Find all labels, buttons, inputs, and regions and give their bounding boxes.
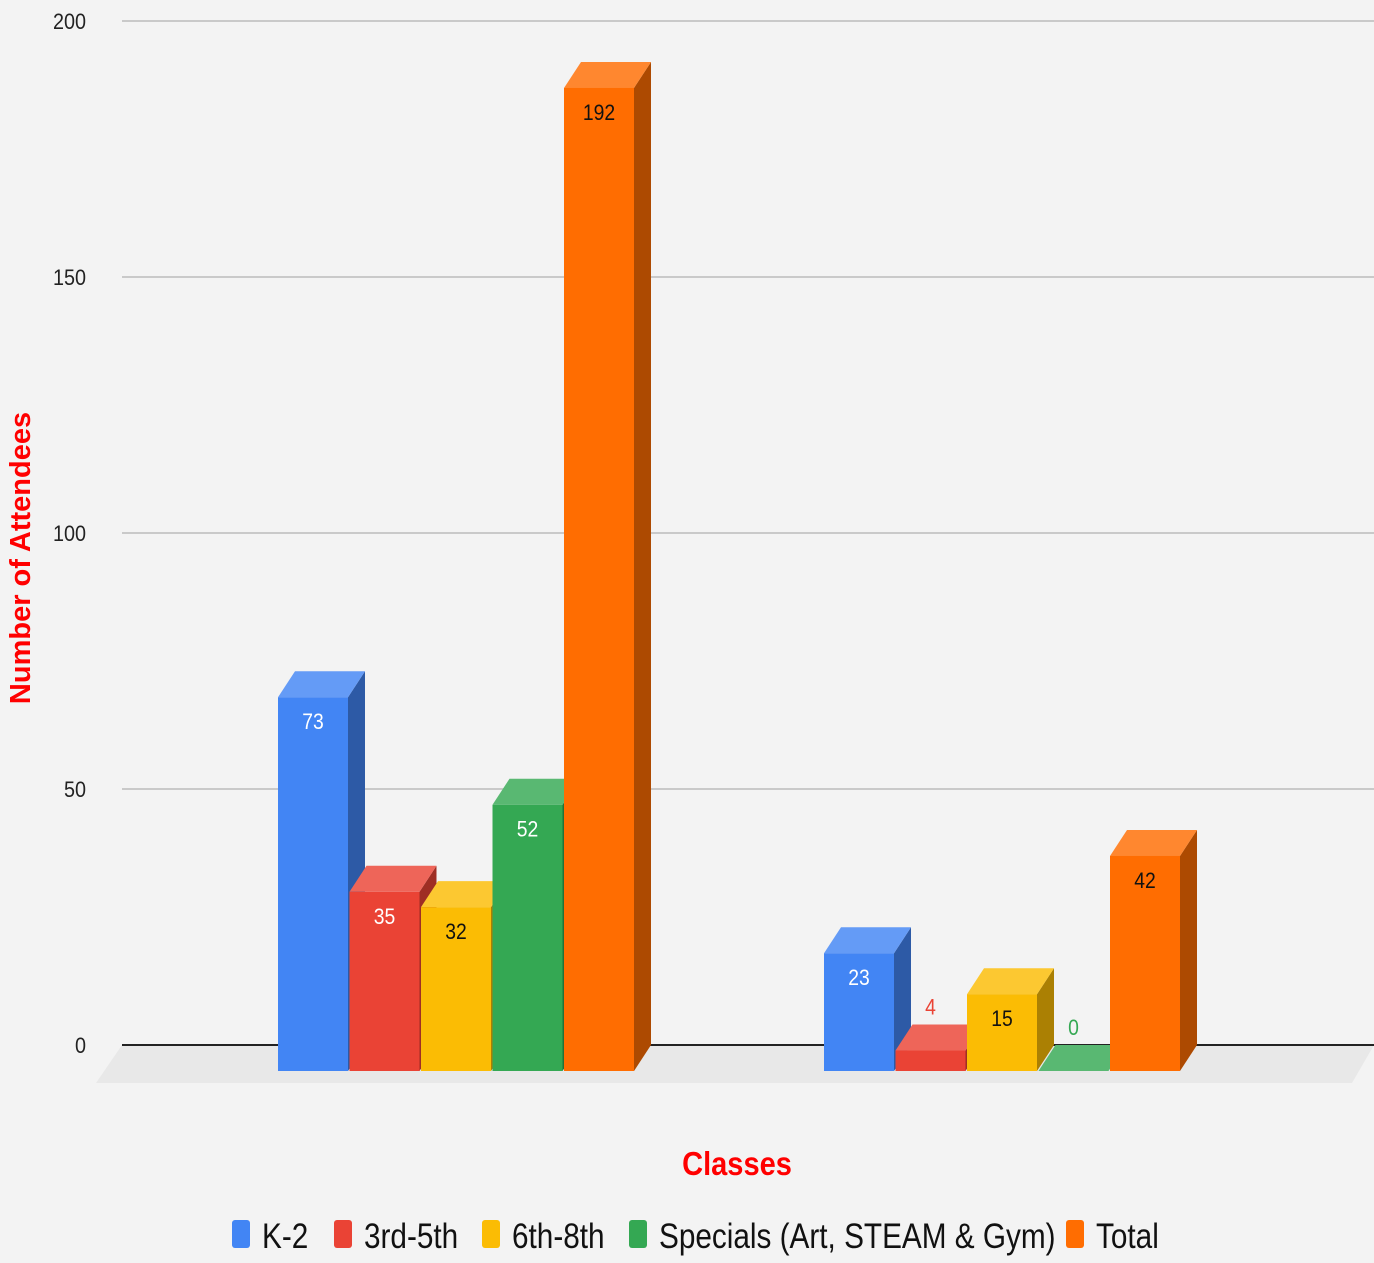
bar-top xyxy=(564,61,651,88)
data-label: 52 xyxy=(517,818,539,842)
data-label: 0 xyxy=(1068,1016,1079,1040)
legend-swatch xyxy=(232,1220,250,1248)
bar-front xyxy=(895,1050,966,1071)
y-tick-label: 150 xyxy=(53,266,86,290)
bar-top xyxy=(349,865,437,892)
bar xyxy=(1110,829,1197,1071)
bar-front xyxy=(564,87,634,1071)
data-label: 23 xyxy=(848,966,870,990)
bars xyxy=(278,61,1197,1071)
legend-label: K-2 xyxy=(262,1217,308,1256)
y-tick-label: 200 xyxy=(53,10,86,34)
legend-item: Total xyxy=(1066,1217,1159,1256)
bar-front xyxy=(349,891,420,1071)
bar-front xyxy=(492,804,563,1071)
bar-front xyxy=(278,697,348,1071)
legend-item: K-2 xyxy=(232,1217,308,1256)
legend-swatch xyxy=(1066,1220,1084,1248)
legend-label: 3rd-5th xyxy=(364,1217,458,1256)
bar-front xyxy=(967,994,1037,1071)
bar-top xyxy=(278,671,365,698)
bar xyxy=(564,61,651,1071)
bar-top xyxy=(967,968,1054,995)
bar-top xyxy=(824,927,911,954)
legend-label: Specials (Art, STEAM & Gym) xyxy=(659,1217,1056,1256)
x-axis-title: Classes xyxy=(682,1145,792,1182)
bar-top xyxy=(1038,1045,1126,1071)
bar-top xyxy=(1110,829,1197,856)
legend-item: 6th-8th xyxy=(482,1217,605,1256)
bar-front xyxy=(824,953,894,1071)
bar-top xyxy=(421,881,508,908)
bar-side xyxy=(1037,968,1054,1071)
y-tick-label: 100 xyxy=(53,522,86,546)
data-label: 42 xyxy=(1134,869,1156,893)
bar-front xyxy=(1110,855,1180,1071)
data-label: 73 xyxy=(302,710,324,734)
bar-top xyxy=(492,778,580,805)
legend-swatch xyxy=(334,1220,352,1248)
bar xyxy=(349,865,437,1071)
legend-item: Specials (Art, STEAM & Gym) xyxy=(629,1217,1056,1256)
legend-item: 3rd-5th xyxy=(334,1217,458,1256)
y-tick-label: 0 xyxy=(75,1034,86,1058)
bar xyxy=(1038,1045,1126,1071)
data-label: 192 xyxy=(583,101,615,125)
legend-label: 6th-8th xyxy=(512,1217,605,1256)
y-axis-ticks: 0 50 100 150 200 xyxy=(53,10,86,1058)
data-label: 15 xyxy=(991,1007,1013,1031)
data-label: 35 xyxy=(374,905,396,929)
bar-front xyxy=(421,907,491,1071)
bar xyxy=(967,968,1054,1071)
legend-swatch xyxy=(482,1220,500,1248)
data-label: 32 xyxy=(445,920,467,944)
y-axis-title: Number of Attendees xyxy=(5,412,37,704)
bar-top xyxy=(895,1024,983,1051)
data-labels: 73 35 32 52 192 23 4 15 0 42 xyxy=(302,101,1156,1040)
bar-side xyxy=(1180,829,1197,1071)
bar-side xyxy=(634,61,651,1071)
legend-label: Total xyxy=(1096,1217,1159,1256)
legend-swatch xyxy=(629,1220,647,1248)
legend: K-2 3rd-5th 6th-8th Specials (Art, STEAM & … xyxy=(232,1217,1159,1256)
data-label: 4 xyxy=(925,995,936,1019)
y-tick-label: 50 xyxy=(64,778,86,802)
